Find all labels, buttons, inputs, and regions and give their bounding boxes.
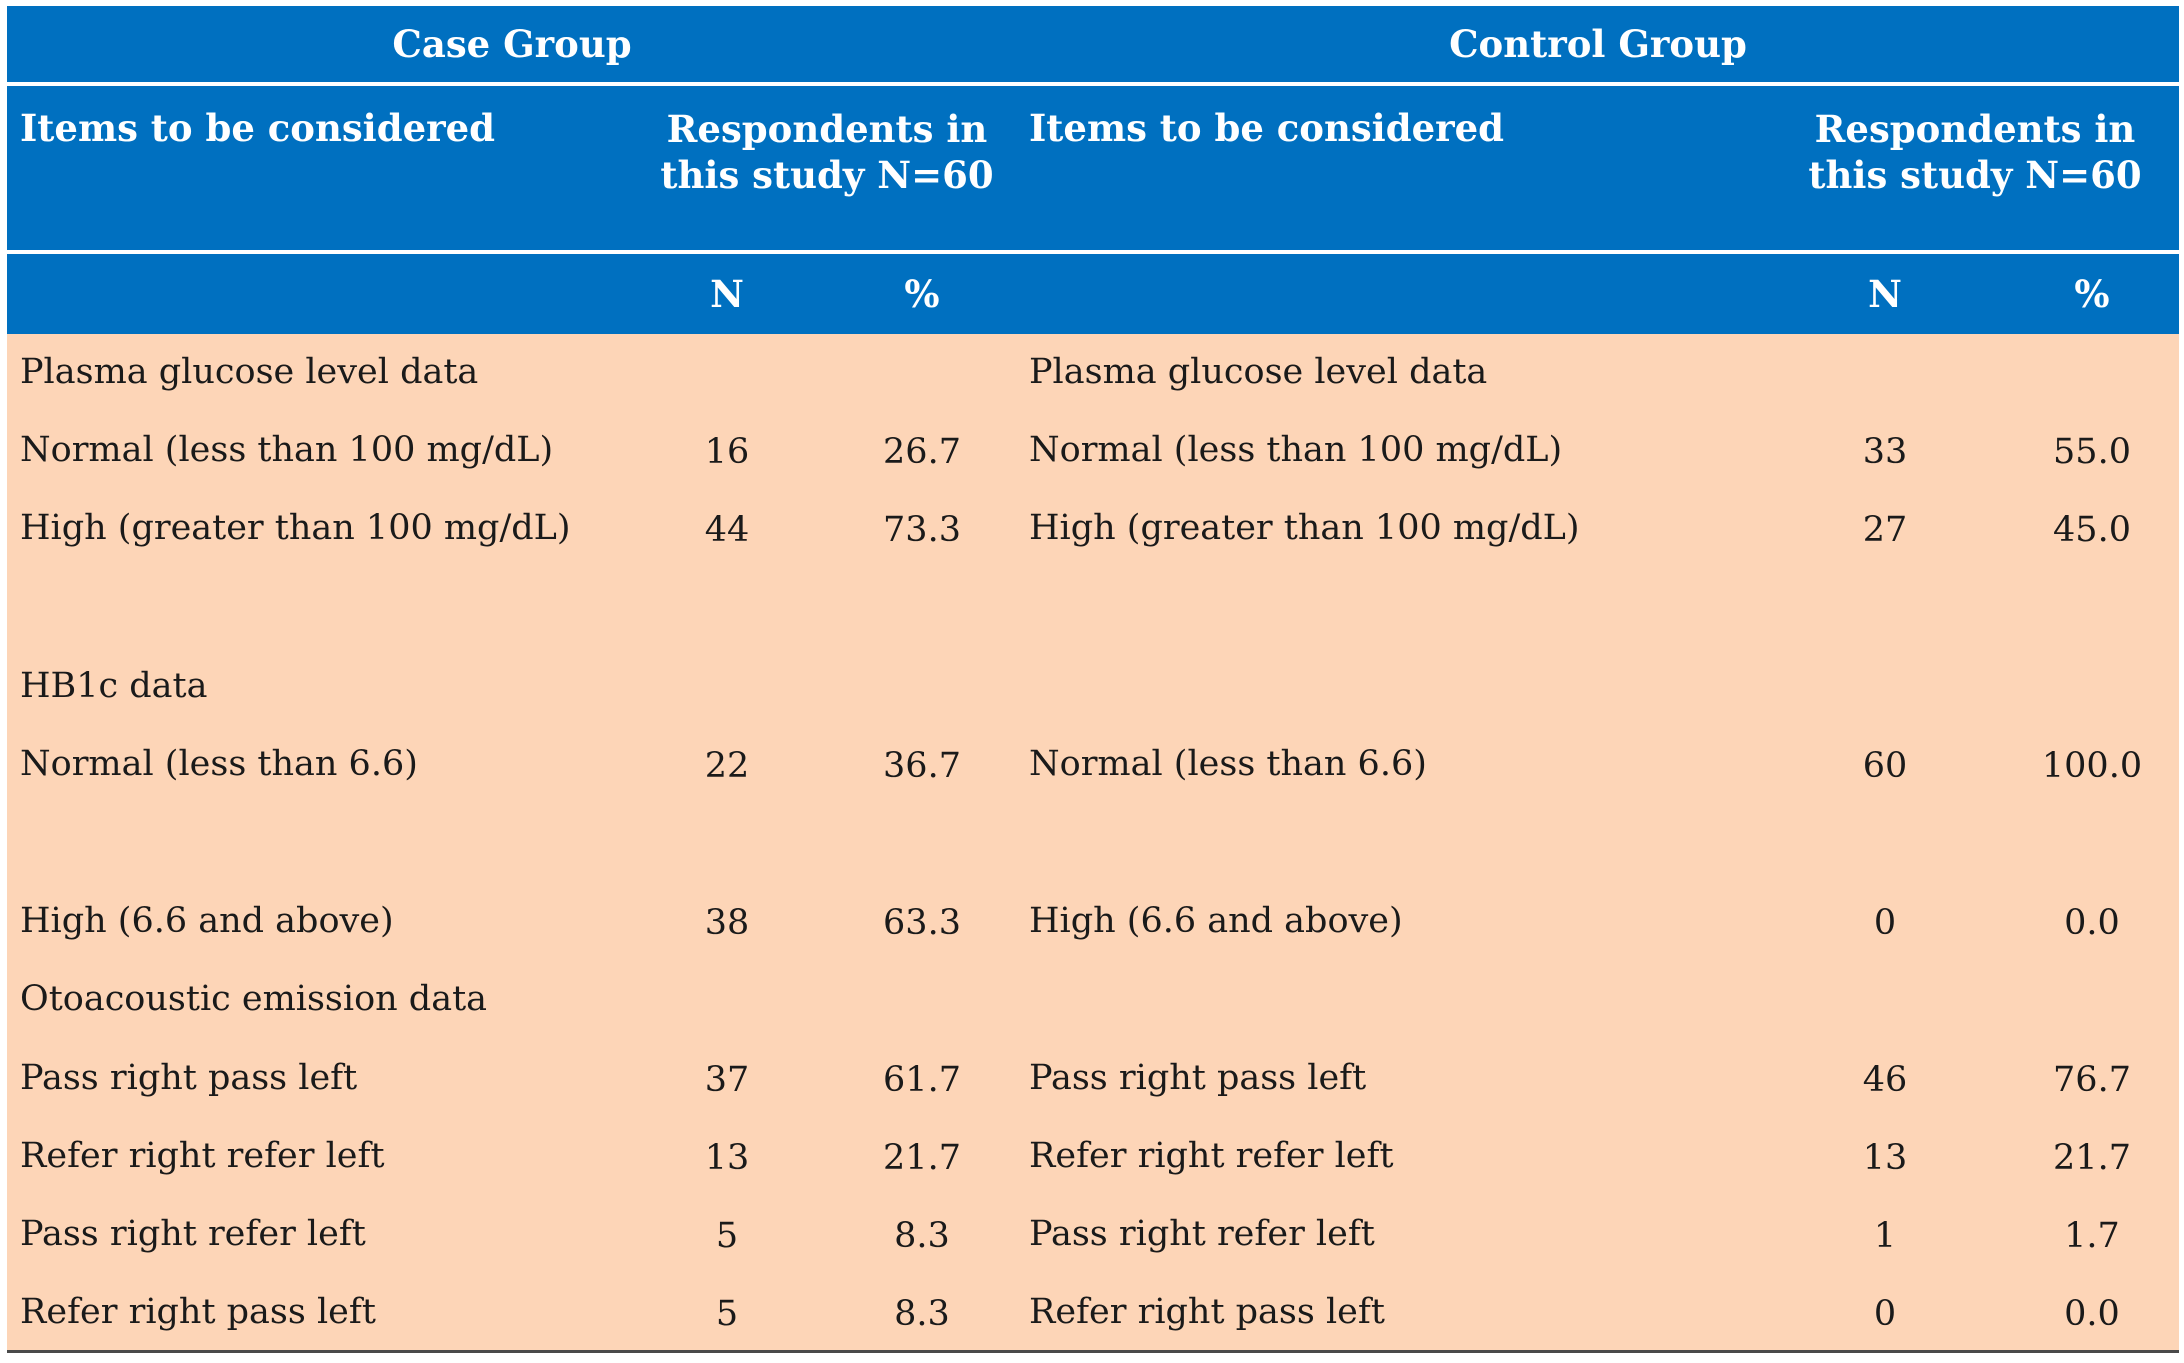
row-pct-control: 1.7	[2064, 1216, 2120, 1256]
row-pct-control: 55.0	[2053, 432, 2131, 472]
row-label-control: Refer right refer left	[1029, 1136, 1394, 1176]
case-group-heading: Case Group	[392, 22, 632, 66]
row-label-control: Plasma glucose level data	[1029, 352, 1488, 392]
row-label-case: Plasma glucose level data	[20, 352, 479, 392]
row-pct-case: 63.3	[883, 903, 961, 943]
n-header-case: N	[710, 272, 744, 316]
row-n-case: 5	[715, 1216, 739, 1256]
row-pct-control: 45.0	[2053, 510, 2131, 550]
row-label-control: High (greater than 100 mg/dL)	[1029, 508, 1580, 548]
row-pct-control: 100.0	[2041, 746, 2143, 786]
subheader-row: N % N %	[7, 254, 2179, 334]
row-label-control: Pass right pass left	[1029, 1058, 1367, 1098]
column-header-row: Items to be considered Respondents in th…	[7, 86, 2179, 250]
row-n-case: 22	[704, 746, 750, 786]
row-pct-control: 0.0	[2064, 1294, 2120, 1334]
row-pct-case: 73.3	[883, 510, 961, 550]
row-n-case: 16	[704, 432, 750, 472]
row-pct-control: 0.0	[2064, 903, 2120, 943]
row-label-control: High (6.6 and above)	[1029, 901, 1403, 941]
pct-header-control: %	[2074, 272, 2110, 316]
row-pct-control: 76.7	[2053, 1060, 2131, 1100]
row-pct-case: 36.7	[883, 746, 961, 786]
row-n-control: 27	[1862, 510, 1908, 550]
row-n-control: 1	[1873, 1216, 1897, 1256]
row-label-case: Otoacoustic emission data	[20, 979, 488, 1019]
row-n-control: 46	[1862, 1060, 1908, 1100]
row-n-control: 33	[1862, 432, 1908, 472]
row-n-case: 13	[704, 1138, 750, 1178]
row-label-case: Pass right pass left	[20, 1058, 358, 1098]
row-label-case: HB1c data	[20, 666, 208, 706]
row-label-control: Pass right refer left	[1029, 1214, 1375, 1254]
row-label-case: High (greater than 100 mg/dL)	[20, 508, 571, 548]
row-label-case: High (6.6 and above)	[20, 901, 394, 941]
pct-header-case: %	[904, 272, 940, 316]
row-n-case: 5	[715, 1294, 739, 1334]
row-pct-case: 8.3	[894, 1216, 950, 1256]
items-header-control: Items to be considered	[1029, 106, 1505, 150]
row-pct-case: 21.7	[883, 1138, 961, 1178]
bottom-rule	[7, 1350, 2179, 1353]
row-n-control: 0	[1873, 903, 1897, 943]
items-header-case: Items to be considered	[20, 106, 496, 150]
row-label-case: Normal (less than 6.6)	[20, 744, 418, 784]
respondents-header-control: Respondents in this study N=60	[1808, 107, 2142, 197]
row-n-case: 38	[704, 903, 750, 943]
row-pct-control: 21.7	[2053, 1138, 2131, 1178]
row-n-control: 60	[1862, 746, 1908, 786]
row-n-case: 37	[704, 1060, 750, 1100]
row-pct-case: 61.7	[883, 1060, 961, 1100]
row-label-case: Pass right refer left	[20, 1214, 366, 1254]
row-label-case: Refer right refer left	[20, 1136, 385, 1176]
row-n-control: 0	[1873, 1294, 1897, 1334]
respondents-header-case: Respondents in this study N=60	[660, 107, 994, 197]
row-n-control: 13	[1862, 1138, 1908, 1178]
table-body: Plasma glucose level data Plasma glucose…	[7, 334, 2179, 1350]
row-label-case: Refer right pass left	[20, 1292, 376, 1332]
row-label-control: Normal (less than 6.6)	[1029, 744, 1427, 784]
results-table: Case Group Control Group Items to be con…	[7, 6, 2179, 1353]
row-pct-case: 8.3	[894, 1294, 950, 1334]
row-label-control: Normal (less than 100 mg/dL)	[1029, 430, 1563, 470]
row-pct-case: 26.7	[883, 432, 961, 472]
n-header-control: N	[1868, 272, 1902, 316]
row-label-control: Refer right pass left	[1029, 1292, 1385, 1332]
control-group-heading: Control Group	[1449, 22, 1747, 66]
row-n-case: 44	[704, 510, 750, 550]
group-header-row: Case Group Control Group	[7, 6, 2179, 82]
row-label-case: Normal (less than 100 mg/dL)	[20, 430, 554, 470]
